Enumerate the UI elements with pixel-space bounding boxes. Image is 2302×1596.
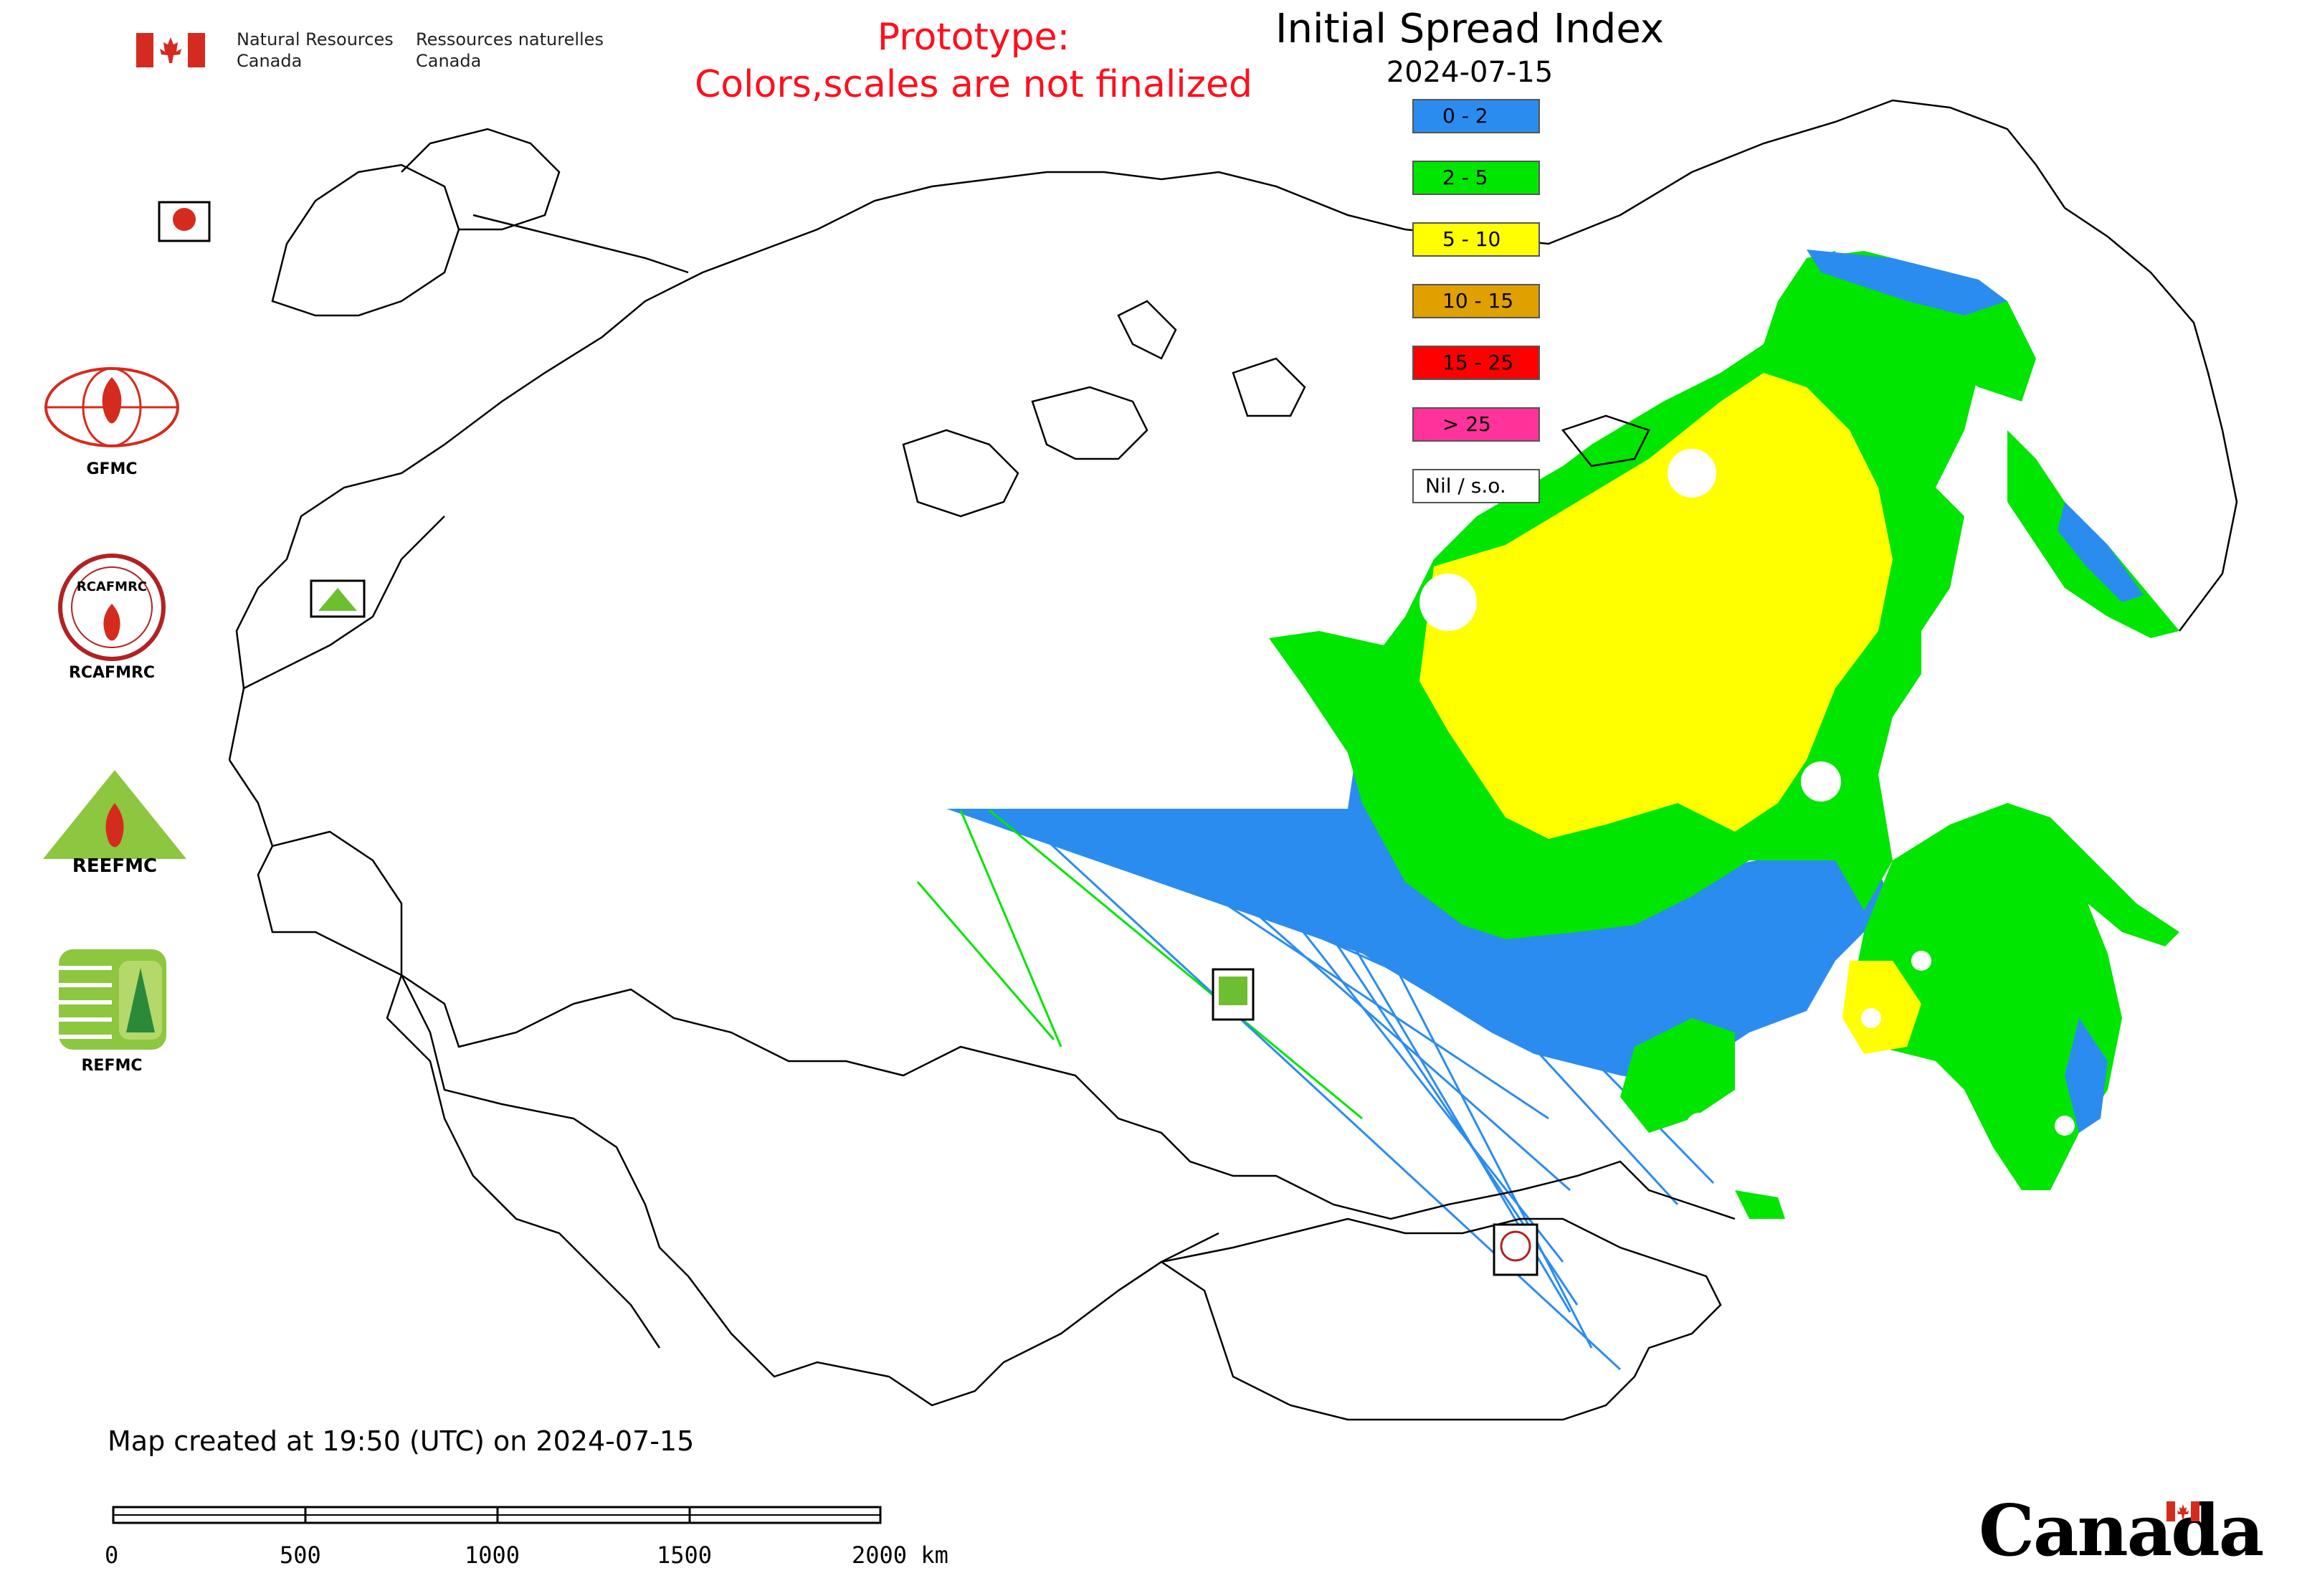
legend-item: 2 - 5 [1412, 161, 1540, 195]
station-markers [158, 201, 1538, 1276]
scale-tick-0: 0 [105, 1542, 119, 1569]
logo-refmc: REFMC [40, 946, 184, 1075]
map-title: Initial Spread Index [1275, 6, 1664, 52]
legend-item: Nil / s.o. [1412, 469, 1540, 503]
prototype-notice: Prototype: [877, 16, 1070, 59]
logo-gfmc: GFMC [40, 364, 184, 478]
isi-region-southeast-yellow [1842, 961, 1921, 1054]
canada-flag-icon [136, 33, 205, 67]
scale-tick-1500: 1500 [657, 1542, 713, 1569]
isi-region-korea [1735, 1190, 1785, 1219]
isi-region-high [1419, 373, 1893, 839]
scale-tick-1000: 1000 [465, 1542, 520, 1569]
isi-region-south [1620, 1018, 1735, 1133]
svg-text:RCAFMRC: RCAFMRC [77, 579, 147, 594]
department-name-fr: Ressources naturelles Canada [416, 29, 604, 71]
scale-tick-2000: 2000 km [852, 1542, 948, 1569]
isi-region-low [946, 760, 1893, 1083]
logo-label-rcafmrc: RCAFMRC [68, 664, 156, 682]
logo-label-refmc: REFMC [81, 1057, 143, 1075]
refmc-logo-icon [59, 949, 166, 1050]
reefmc-logo-icon: REEFMC [43, 770, 186, 877]
gfmc-logo-icon [44, 367, 179, 447]
scale-bar: 0 500 1000 1500 2000 km [100, 1498, 989, 1585]
isi-region-sakhalin-low [2058, 502, 2144, 602]
rcafmrc-logo-icon: RCAFMRC [58, 554, 166, 661]
logo-reefmc: REEFMC [36, 767, 194, 878]
legend-item: > 25 [1412, 407, 1540, 442]
nil-circles [1419, 449, 2075, 1139]
isi-region-southeast [1850, 803, 2122, 1190]
country-borders [228, 99, 2238, 1421]
department-name-en: Natural Resources Canada [237, 29, 394, 71]
canada-wordmark: Canada [1979, 1490, 2264, 1572]
prototype-notice-detail: Colors,scales are not finalized [694, 63, 1253, 106]
station-marker-icons [173, 208, 1531, 1262]
isi-streaks [916, 809, 1715, 1371]
svg-text:REEFMC: REEFMC [72, 855, 157, 875]
logo-rcafmrc: RCAFMRC RCAFMRC [40, 554, 184, 682]
legend-item: 15 - 25 [1412, 346, 1540, 380]
scale-tick-500: 500 [280, 1542, 321, 1569]
canada-wordmark-text: Canada [1979, 1490, 2264, 1572]
isi-region-southeast-low [2065, 1018, 2108, 1133]
government-header: Natural Resources Canada Ressources natu… [136, 29, 638, 72]
isi-region-north-low [1807, 250, 2007, 315]
legend-item: 0 - 2 [1412, 99, 1540, 133]
map-date: 2024-07-15 [1386, 56, 1554, 89]
logo-label-gfmc: GFMC [86, 460, 138, 478]
isi-region-kamchatka [2007, 803, 2179, 946]
wordmark-flag-icon [2167, 1501, 2199, 1521]
legend-item: 10 - 15 [1412, 284, 1540, 318]
legend-item: 5 - 10 [1412, 222, 1540, 257]
scale-bar-graphic [112, 1506, 882, 1524]
map-created-timestamp: Map created at 19:50 (UTC) on 2024-07-15 [108, 1425, 695, 1457]
